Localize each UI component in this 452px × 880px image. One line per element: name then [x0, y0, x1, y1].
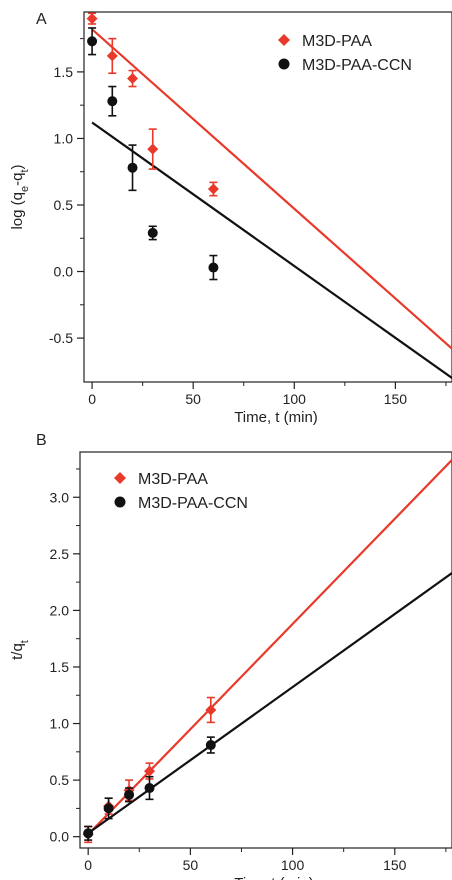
data-point: [106, 50, 118, 62]
legend: M3D-PAA M3D-PAA-CCN: [278, 33, 412, 74]
x-tick-label: 0: [88, 391, 96, 407]
y-tick-label: 2.0: [50, 602, 70, 618]
y-tick-label: 0.0: [50, 829, 70, 845]
y-tick-label: 1.5: [50, 659, 70, 675]
data-point: [86, 13, 98, 25]
panel-b-chart: B 0 50 100 150 0.0 0.5 1.0 1.5 2.0 2.5 3.0 Time,t (m…: [9, 432, 452, 880]
data-point: [103, 803, 114, 814]
y-axis-title: log (qe-qt): [9, 164, 31, 229]
legend: M3D-PAA M3D-PAA-CCN: [114, 471, 248, 512]
y-tick-label: 0.5: [54, 197, 74, 213]
y-axis-title: t/qt: [9, 640, 31, 660]
y-axis-title-part: t/q: [9, 643, 26, 660]
plot-frame: [83, 11, 452, 383]
y-axis-title-part: -q: [9, 173, 26, 186]
legend-marker: [114, 472, 126, 484]
data-point: [87, 36, 98, 47]
plot-area: [82, 459, 452, 844]
data-point: [124, 789, 135, 800]
plot-area: [86, 12, 452, 379]
y-axis-title-part: ): [9, 164, 26, 169]
x-axis-title: Time, t (min): [234, 409, 318, 426]
x-axis-title: Time,t (min): [234, 875, 313, 880]
panel-label: B: [36, 432, 47, 449]
data-point: [205, 704, 217, 716]
panel-a-chart: A 0 50 100 150 -0.5 0.0 0.5 1.0 1.5 Time, t (min) l…: [9, 11, 452, 426]
fit-line: [91, 28, 452, 350]
x-tick-label: 100: [281, 857, 305, 873]
y-axis-title-subscript: t: [19, 640, 31, 643]
data-point: [107, 96, 118, 107]
y-tick-label: 1.0: [54, 130, 74, 146]
data-point: [208, 262, 219, 273]
y-tick-label: 3.0: [50, 489, 70, 505]
y-axis-title-subscript: e: [19, 186, 31, 192]
y-axis-title-part: log (q: [9, 192, 26, 230]
y-axis-title-subscript: t: [19, 169, 31, 172]
fit-line: [87, 572, 452, 835]
legend-label: M3D-PAA-CCN: [138, 495, 248, 512]
panel-label: A: [36, 11, 47, 28]
y-tick-label: 0.5: [50, 772, 70, 788]
data-point: [143, 765, 155, 777]
data-point: [147, 143, 159, 155]
data-point: [207, 183, 219, 195]
y-tick-label: 1.0: [50, 716, 70, 732]
y-tick-label: 2.5: [50, 546, 70, 562]
legend-marker: [114, 496, 126, 508]
data-point: [83, 828, 94, 839]
x-tick-label: 150: [383, 857, 407, 873]
y-tick-label: 0.0: [54, 264, 74, 280]
legend-marker: [278, 34, 290, 46]
data-point: [144, 783, 155, 794]
legend-label: M3D-PAA: [138, 471, 208, 488]
x-tick-label: 0: [84, 857, 92, 873]
legend-label: M3D-PAA-CCN: [302, 57, 412, 74]
x-tick-label: 150: [384, 391, 408, 407]
data-point: [127, 73, 139, 85]
legend-marker: [278, 58, 290, 70]
plot-frame: [79, 451, 452, 849]
legend-label: M3D-PAA: [302, 33, 372, 50]
data-point: [127, 162, 138, 173]
data-point: [147, 227, 158, 238]
x-tick-label: 100: [283, 391, 307, 407]
fit-line: [91, 121, 452, 379]
fit-line: [87, 459, 452, 836]
y-tick-label: 1.5: [54, 64, 74, 80]
y-tick-label: -0.5: [49, 330, 73, 346]
x-tick-label: 50: [185, 391, 201, 407]
x-tick-label: 50: [183, 857, 199, 873]
data-point: [205, 740, 216, 751]
